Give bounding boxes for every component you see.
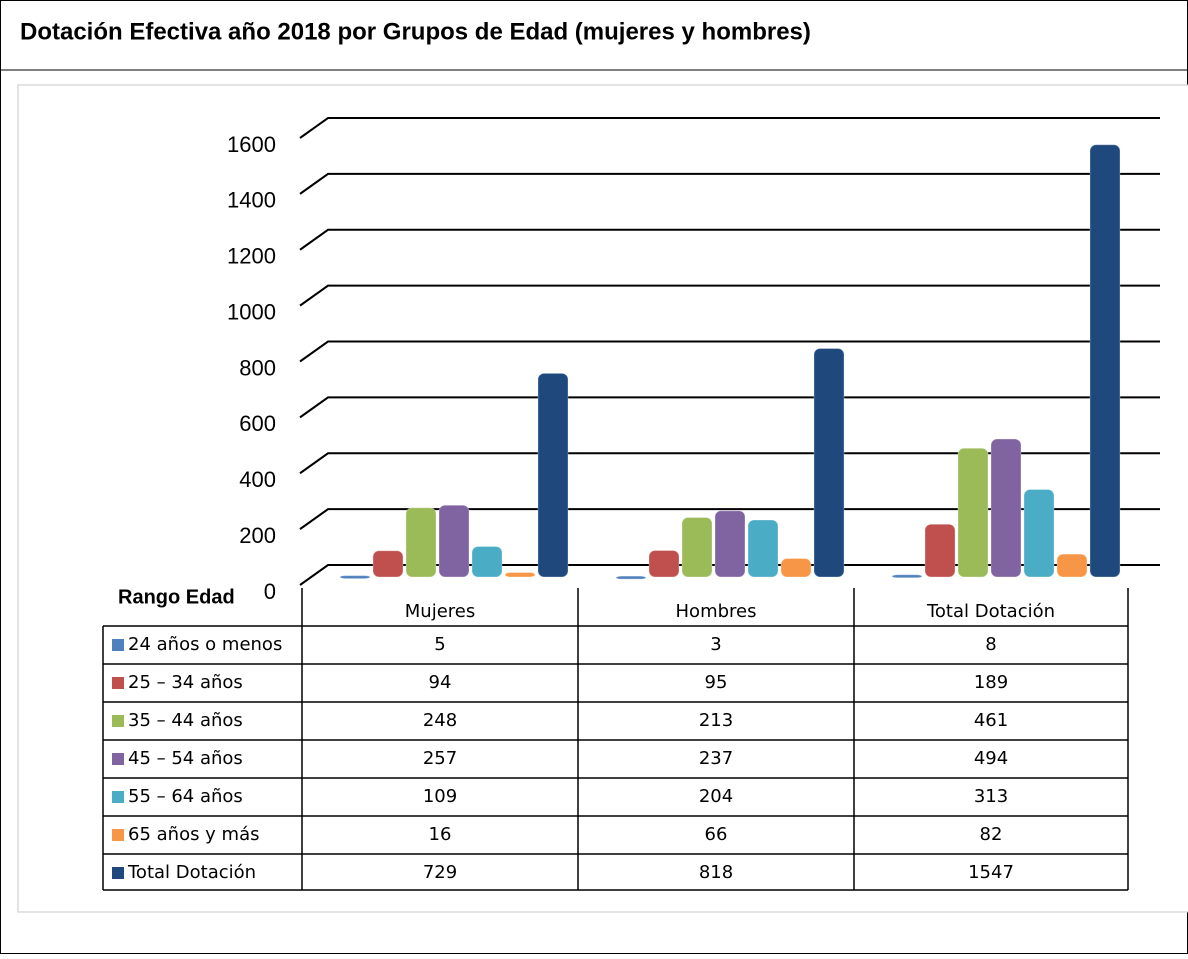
grid-line: [299, 284, 1160, 307]
table-value: 1547: [968, 862, 1014, 883]
bar: [681, 516, 713, 578]
table-value: 204: [699, 786, 733, 807]
column-header: Hombres: [676, 601, 757, 622]
legend-key: [112, 677, 124, 689]
legend-key: [112, 791, 124, 803]
table-value: 82: [980, 824, 1003, 845]
bar: [372, 550, 404, 578]
bar: [405, 507, 437, 578]
table-value: 237: [699, 748, 733, 769]
grid-line: [299, 172, 1160, 195]
legend-key: [112, 829, 124, 841]
table-value: 5: [434, 634, 445, 655]
table-value: 248: [423, 710, 457, 731]
column-header: Mujeres: [405, 601, 475, 622]
y-tick-label: 1000: [227, 299, 276, 324]
bar: [615, 575, 647, 580]
table-value: 189: [974, 672, 1008, 693]
bar: [747, 519, 779, 578]
table-value: 109: [423, 786, 457, 807]
table-value: 461: [974, 710, 1008, 731]
bar: [1089, 144, 1121, 578]
bar: [537, 372, 569, 578]
legend-label: 55 – 64 años: [128, 786, 243, 807]
table-header: Rango Edad: [118, 586, 235, 608]
bar: [714, 510, 746, 578]
table-value: 313: [974, 786, 1008, 807]
table-value: 16: [429, 824, 452, 845]
grid-line: [299, 117, 1160, 139]
column-header: Total Dotación: [926, 601, 1055, 622]
table-lines: [102, 588, 1129, 891]
legend-label: 24 años o menos: [128, 634, 282, 655]
y-tick-label: 600: [239, 411, 276, 436]
table-value: 257: [423, 748, 457, 769]
table-value: 8: [985, 634, 996, 655]
bar: [648, 549, 680, 578]
grid-line: [299, 452, 1160, 475]
chart-title: Dotación Efectiva año 2018 por Grupos de…: [20, 18, 811, 45]
bar: [813, 347, 845, 578]
table-value: 213: [699, 710, 733, 731]
bar: [891, 574, 923, 579]
legend-key: [112, 753, 124, 765]
grid-line: [299, 396, 1160, 419]
y-tick-label: 400: [239, 467, 276, 492]
legend-label: 65 años y más: [128, 824, 260, 845]
table-value: 729: [423, 862, 457, 883]
legend-label: 25 – 34 años: [128, 672, 243, 693]
y-tick-label: 1200: [227, 244, 276, 269]
grid-line: [299, 564, 1160, 586]
legend-key: [112, 639, 124, 651]
bar: [924, 523, 956, 578]
table-value: 95: [705, 672, 728, 693]
legend-label: 45 – 54 años: [128, 748, 243, 769]
bar: [438, 504, 470, 578]
table-value: 818: [699, 862, 733, 883]
y-tick-label: 1400: [227, 188, 276, 213]
bar: [990, 438, 1022, 578]
table-value: 94: [429, 672, 452, 693]
table-value: 66: [705, 824, 728, 845]
y-tick-label: 1600: [227, 132, 276, 157]
legend-label: Total Dotación: [127, 862, 256, 883]
legend-key: [112, 867, 124, 879]
y-tick-label: 800: [239, 355, 276, 380]
bar: [780, 558, 812, 578]
legend-label: 35 – 44 años: [128, 710, 243, 731]
bar: [471, 546, 503, 578]
grid-line: [299, 508, 1160, 530]
table-value: 3: [710, 634, 721, 655]
grid-line: [299, 340, 1160, 363]
legend-key: [112, 715, 124, 727]
y-tick-label: 200: [239, 523, 276, 548]
y-tick-label: 0: [264, 579, 276, 604]
table-value: 494: [974, 748, 1008, 769]
bar: [504, 572, 536, 578]
bar: [1056, 553, 1088, 578]
grid-line: [299, 228, 1160, 251]
bar: [339, 575, 371, 580]
bar: [1023, 489, 1055, 578]
bar: [957, 447, 989, 578]
